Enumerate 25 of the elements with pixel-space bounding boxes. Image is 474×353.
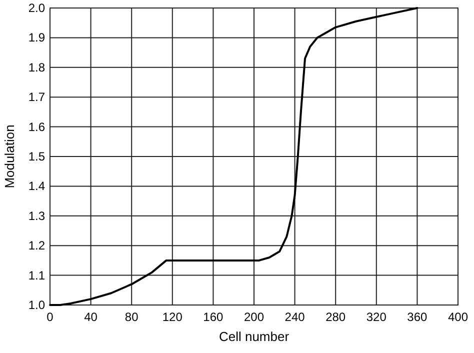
- y-tick-label: 1.0: [28, 298, 46, 312]
- y-tick-label: 1.2: [28, 238, 46, 253]
- y-tick-label: 1.1: [28, 268, 46, 282]
- y-tick-label: 1.4: [28, 179, 46, 194]
- x-tick-label: 240: [284, 310, 306, 324]
- x-tick-label: 120: [162, 310, 183, 324]
- x-tick-label: 360: [407, 310, 428, 324]
- x-tick-label: 160: [203, 310, 224, 324]
- y-tick-label: 1.3: [28, 208, 46, 223]
- y-tick-label: 1.7: [28, 90, 46, 104]
- x-tick-label: 320: [366, 310, 387, 324]
- y-tick-label: 1.8: [28, 60, 46, 74]
- x-tick-label: 80: [124, 310, 139, 324]
- x-tick-label: 40: [84, 310, 98, 324]
- x-axis-title: Cell number: [218, 329, 290, 344]
- x-tick-label: 280: [326, 310, 346, 324]
- y-tick-label: 1.9: [28, 30, 46, 45]
- y-axis-title: Modulation: [2, 124, 17, 188]
- y-tick-label: 1.6: [28, 120, 46, 134]
- y-tick-label: 2.0: [28, 1, 46, 15]
- line-series: [49, 7, 418, 306]
- x-tick-label: 200: [244, 310, 264, 324]
- x-tick-label: 0: [46, 310, 54, 324]
- y-tick-label: 1.5: [28, 150, 46, 164]
- x-tick-label: 400: [448, 310, 468, 324]
